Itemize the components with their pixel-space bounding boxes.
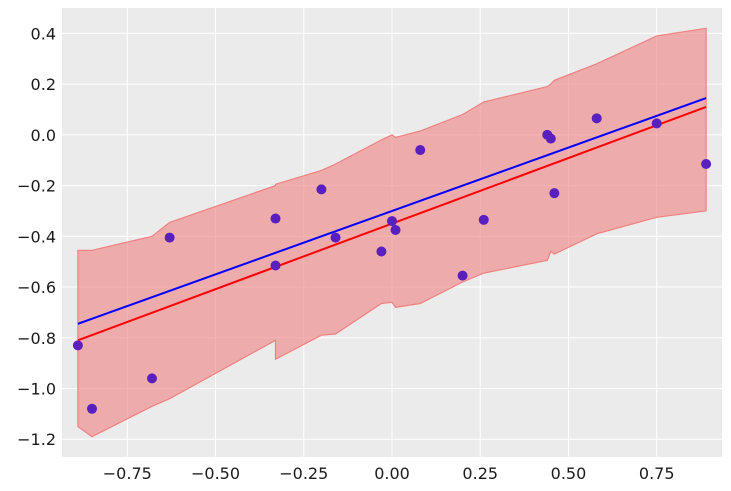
- data-point: [591, 113, 602, 124]
- y-tick-label: 0.4: [31, 24, 56, 43]
- data-point: [387, 216, 397, 227]
- x-tick-label: 0.00: [374, 464, 410, 483]
- y-tick-label: −1.0: [17, 380, 56, 399]
- x-tick-label: −0.75: [103, 464, 152, 483]
- y-tick-label: −0.2: [17, 177, 56, 196]
- y-tick-label: −0.8: [17, 329, 56, 348]
- x-tick-label: 0.50: [551, 464, 587, 483]
- data-point: [415, 145, 426, 156]
- y-tick-label: −0.4: [17, 227, 56, 246]
- data-point: [330, 232, 341, 243]
- data-point: [478, 214, 489, 225]
- data-point: [270, 213, 281, 224]
- data-point: [549, 188, 560, 199]
- data-point: [457, 270, 468, 281]
- data-point: [545, 133, 556, 144]
- data-point: [147, 373, 157, 384]
- data-point: [701, 159, 712, 170]
- regression-line-0: [77, 97, 707, 325]
- data-point: [87, 403, 97, 414]
- data-points: [72, 113, 712, 414]
- data-point: [390, 224, 401, 235]
- data-point: [270, 260, 281, 271]
- x-tick-label: 0.25: [462, 464, 498, 483]
- data-point: [164, 232, 175, 243]
- y-tick-label: −0.6: [17, 278, 56, 297]
- x-tick-label: −0.50: [191, 464, 240, 483]
- x-tick-label: 0.75: [639, 464, 675, 483]
- y-tick-label: −1.2: [17, 430, 56, 449]
- y-axis-ticks: 0.4 0.2 0.0 −0.2 −0.4 −0.6 −0.8 −1.0 −1.2: [17, 24, 56, 449]
- y-tick-label: 0.2: [31, 75, 56, 94]
- x-axis-ticks: −0.75 −0.50 −0.25 0.00 0.25 0.50 0.75: [103, 464, 675, 483]
- data-point: [376, 246, 387, 257]
- data-point: [72, 340, 83, 351]
- y-tick-label: 0.0: [31, 126, 56, 145]
- data-point: [316, 184, 327, 195]
- data-point: [651, 118, 662, 129]
- x-tick-label: −0.25: [279, 464, 328, 483]
